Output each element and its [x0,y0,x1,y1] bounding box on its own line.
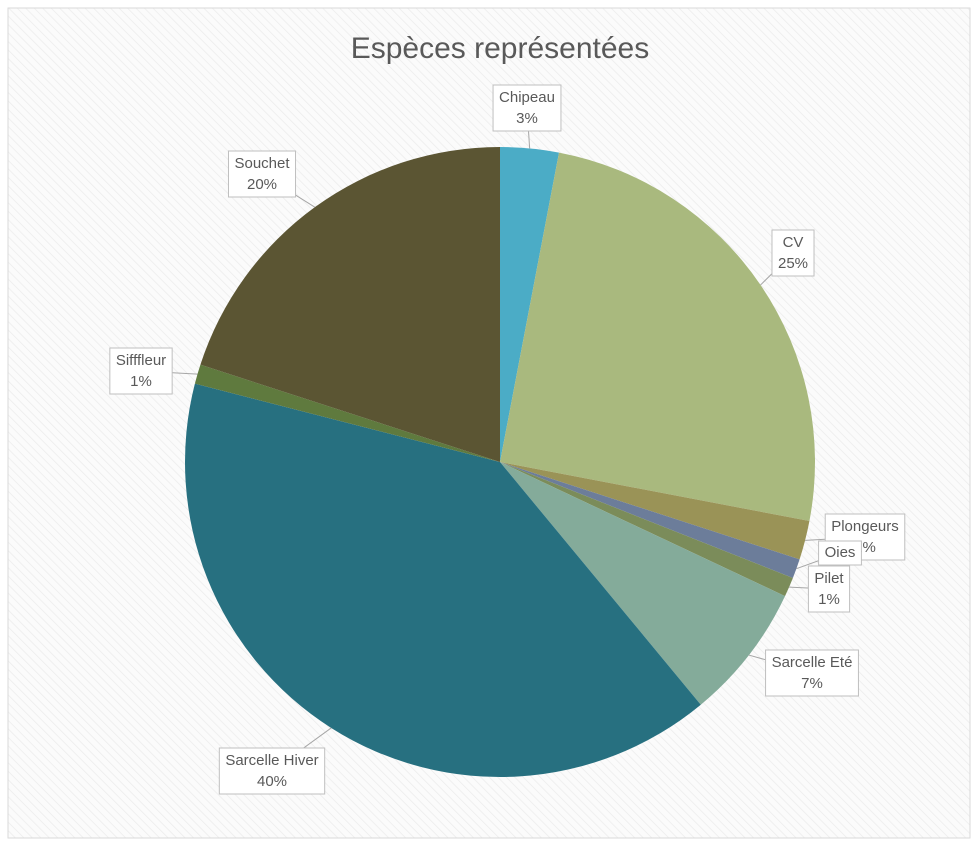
label-category: Plongeurs [831,518,899,535]
label-value: 40% [257,773,287,790]
data-label: CV 25% [771,229,815,277]
pie-slice [200,147,501,462]
label-box [492,84,562,132]
data-label: Oies [818,540,862,566]
label-box [765,649,859,697]
label-box [771,229,815,277]
data-label: Sifffleur 1% [109,347,173,395]
label-box [218,747,326,795]
label-category: CV [783,234,804,251]
data-label: Sarcelle Hiver 40% [218,747,326,795]
labels: Chipeau3%CV25%Plongeurs2%OiesPilet1%Sarc… [109,84,906,795]
data-label: Sarcelle Eté 7% [765,649,859,697]
data-label: Pilet 1% [807,565,851,613]
data-label: Souchet 20% [227,150,297,198]
label-box [227,150,297,198]
label-value: 20% [247,176,277,193]
label-box [109,347,173,395]
label-value: 1% [130,373,152,390]
label-value: 3% [516,110,538,127]
label-value: 25% [778,255,808,272]
label-category: Sarcelle Eté [772,654,853,671]
pie-slice [184,383,701,778]
label-category: Souchet [234,155,290,172]
pie-slice [194,364,500,462]
pie-slice [500,462,810,560]
label-category: Sarcelle Hiver [225,752,318,769]
label-category: Pilet [814,570,844,587]
label-value: 1% [818,591,840,608]
label-category: Sifffleur [116,352,166,369]
pie-slice [500,147,560,462]
chart-title: Espèces représentées [351,32,650,65]
pie-slice [500,152,815,522]
pie-slice [500,462,793,597]
label-category: Oies [825,544,856,561]
slices [184,147,815,778]
pie-slice [500,462,786,705]
label-value: 7% [801,675,823,692]
pie-slice [500,462,800,578]
label-box [807,565,851,613]
label-category: Chipeau [499,89,555,106]
label-box [818,540,862,566]
data-label: Chipeau 3% [492,84,562,132]
